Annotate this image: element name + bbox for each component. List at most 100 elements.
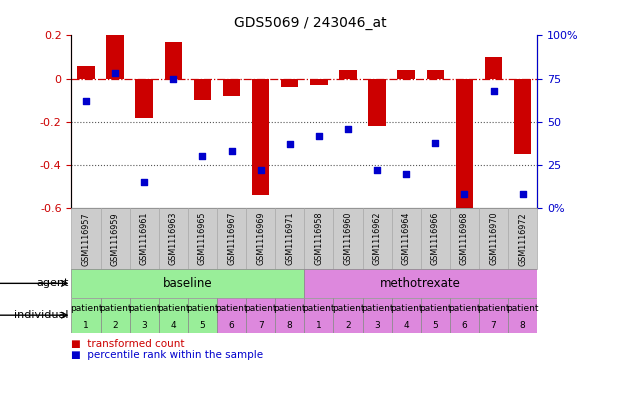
Bar (246, 208, 275, 269)
Bar (333, 298, 363, 333)
Text: 7: 7 (491, 321, 496, 330)
Bar (310, 79, 328, 85)
Text: patient: patient (419, 304, 451, 312)
Text: GSM1116961: GSM1116961 (140, 212, 148, 265)
Text: patient: patient (215, 304, 248, 312)
Text: ■  percentile rank within the sample: ■ percentile rank within the sample (71, 351, 263, 360)
Bar (281, 79, 299, 87)
Bar (339, 70, 356, 79)
Bar (101, 208, 130, 269)
Text: 1: 1 (316, 321, 322, 330)
Bar (275, 208, 304, 269)
Bar (397, 70, 415, 79)
Text: patient: patient (390, 304, 422, 312)
Bar (223, 79, 240, 96)
Text: GSM1116962: GSM1116962 (373, 212, 381, 266)
Text: patient: patient (273, 304, 306, 312)
Text: patient: patient (361, 304, 393, 312)
Text: agent: agent (36, 278, 68, 288)
Bar (421, 298, 450, 333)
Text: patient: patient (302, 304, 335, 312)
Bar (363, 298, 392, 333)
Point (81, 98, 91, 104)
Text: individual: individual (14, 310, 68, 320)
Text: 4: 4 (404, 321, 409, 330)
Point (372, 167, 382, 173)
Text: patient: patient (448, 304, 481, 312)
Bar (450, 298, 479, 333)
Bar (333, 208, 363, 269)
Text: GDS5069 / 243046_at: GDS5069 / 243046_at (234, 16, 387, 30)
Text: 5: 5 (199, 321, 206, 330)
Bar (485, 57, 502, 79)
Text: GSM1116967: GSM1116967 (227, 212, 236, 266)
Bar (304, 269, 537, 298)
Point (489, 88, 499, 94)
Text: patient: patient (506, 304, 539, 312)
Text: 1: 1 (83, 321, 89, 330)
Bar (363, 208, 392, 269)
Bar (246, 298, 275, 333)
Text: GSM1116965: GSM1116965 (198, 212, 207, 266)
Point (401, 171, 411, 177)
Text: 8: 8 (520, 321, 525, 330)
Bar (304, 298, 333, 333)
Bar (275, 298, 304, 333)
Bar (77, 66, 95, 79)
Text: 2: 2 (112, 321, 118, 330)
Text: patient: patient (186, 304, 219, 312)
Text: GSM1116960: GSM1116960 (343, 212, 353, 265)
Bar (514, 79, 532, 154)
Point (256, 167, 266, 173)
Bar (130, 298, 159, 333)
Bar (130, 208, 159, 269)
Bar (71, 208, 101, 269)
Point (314, 132, 324, 139)
Point (460, 191, 469, 198)
Text: GSM1116970: GSM1116970 (489, 212, 498, 266)
Bar (71, 269, 304, 298)
Bar (135, 79, 153, 118)
Text: 4: 4 (171, 321, 176, 330)
Text: GSM1116958: GSM1116958 (314, 212, 324, 266)
Bar (252, 79, 270, 195)
Bar (188, 208, 217, 269)
Point (518, 191, 528, 198)
Bar (392, 208, 421, 269)
Text: GSM1116972: GSM1116972 (518, 212, 527, 266)
Bar (450, 208, 479, 269)
Bar (427, 70, 444, 79)
Point (197, 153, 207, 160)
Bar (508, 298, 537, 333)
Text: patient: patient (478, 304, 510, 312)
Bar (479, 298, 508, 333)
Text: GSM1116971: GSM1116971 (285, 212, 294, 266)
Bar (217, 208, 246, 269)
Text: patient: patient (245, 304, 277, 312)
Text: methotrexate: methotrexate (380, 277, 461, 290)
Point (285, 141, 295, 147)
Text: patient: patient (157, 304, 189, 312)
Text: GSM1116959: GSM1116959 (111, 212, 120, 266)
Text: ■  transformed count: ■ transformed count (71, 339, 185, 349)
Bar (456, 79, 473, 208)
Bar (159, 208, 188, 269)
Point (139, 179, 149, 185)
Point (110, 70, 120, 77)
Text: 7: 7 (258, 321, 263, 330)
Bar (194, 79, 211, 100)
Bar (159, 298, 188, 333)
Bar (101, 298, 130, 333)
Text: GSM1116964: GSM1116964 (402, 212, 410, 265)
Text: 3: 3 (142, 321, 147, 330)
Text: baseline: baseline (163, 277, 212, 290)
Text: GSM1116969: GSM1116969 (256, 212, 265, 266)
Text: 6: 6 (229, 321, 234, 330)
Text: 6: 6 (461, 321, 467, 330)
Bar (106, 33, 124, 79)
Text: patient: patient (128, 304, 160, 312)
Bar (508, 208, 537, 269)
Bar (304, 208, 333, 269)
Bar (368, 79, 386, 126)
Text: 8: 8 (287, 321, 292, 330)
